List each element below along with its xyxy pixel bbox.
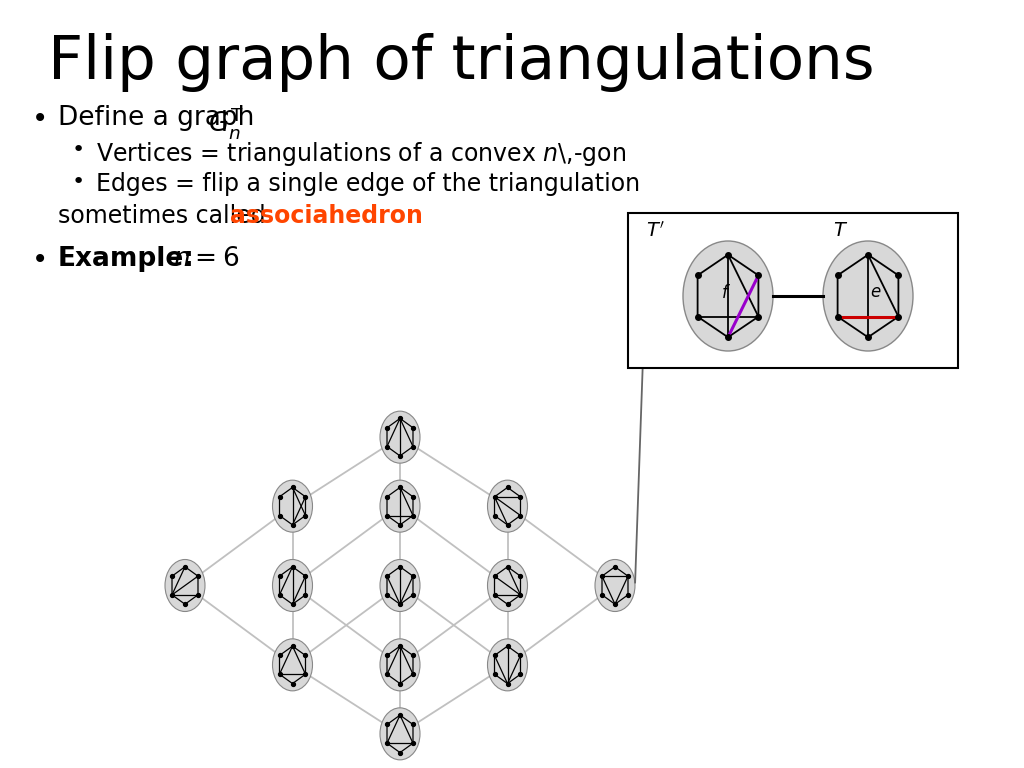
Text: Define a graph: Define a graph xyxy=(58,105,263,131)
Ellipse shape xyxy=(380,480,420,532)
Ellipse shape xyxy=(595,560,635,611)
Ellipse shape xyxy=(272,560,312,611)
Ellipse shape xyxy=(380,411,420,463)
Text: Edges = flip a single edge of the triangulation: Edges = flip a single edge of the triang… xyxy=(96,172,640,196)
Text: $T'$: $T'$ xyxy=(646,221,665,241)
Ellipse shape xyxy=(683,241,773,351)
Text: •: • xyxy=(32,246,48,274)
Bar xyxy=(628,213,958,368)
Ellipse shape xyxy=(380,708,420,760)
Text: $T$: $T$ xyxy=(833,221,848,240)
Text: $f$: $f$ xyxy=(721,284,731,302)
Ellipse shape xyxy=(380,560,420,611)
Text: Vertices = triangulations of a convex $n$\,-gon: Vertices = triangulations of a convex $n… xyxy=(96,140,626,168)
Text: associahedron: associahedron xyxy=(230,204,423,228)
Text: $e$: $e$ xyxy=(870,283,882,301)
Ellipse shape xyxy=(380,639,420,691)
Text: $n=6$: $n=6$ xyxy=(173,246,240,272)
Text: Example:: Example: xyxy=(58,246,195,272)
Ellipse shape xyxy=(487,560,527,611)
Ellipse shape xyxy=(487,480,527,532)
Text: •: • xyxy=(32,105,48,133)
Ellipse shape xyxy=(272,480,312,532)
Text: •: • xyxy=(72,172,85,192)
Ellipse shape xyxy=(272,639,312,691)
Text: $G_n^{\mathrm{T}}$: $G_n^{\mathrm{T}}$ xyxy=(208,105,244,141)
Ellipse shape xyxy=(165,560,205,611)
Text: sometimes called: sometimes called xyxy=(58,204,273,228)
Ellipse shape xyxy=(487,639,527,691)
Text: Flip graph of triangulations: Flip graph of triangulations xyxy=(48,33,874,92)
Ellipse shape xyxy=(823,241,913,351)
Text: •: • xyxy=(72,140,85,160)
